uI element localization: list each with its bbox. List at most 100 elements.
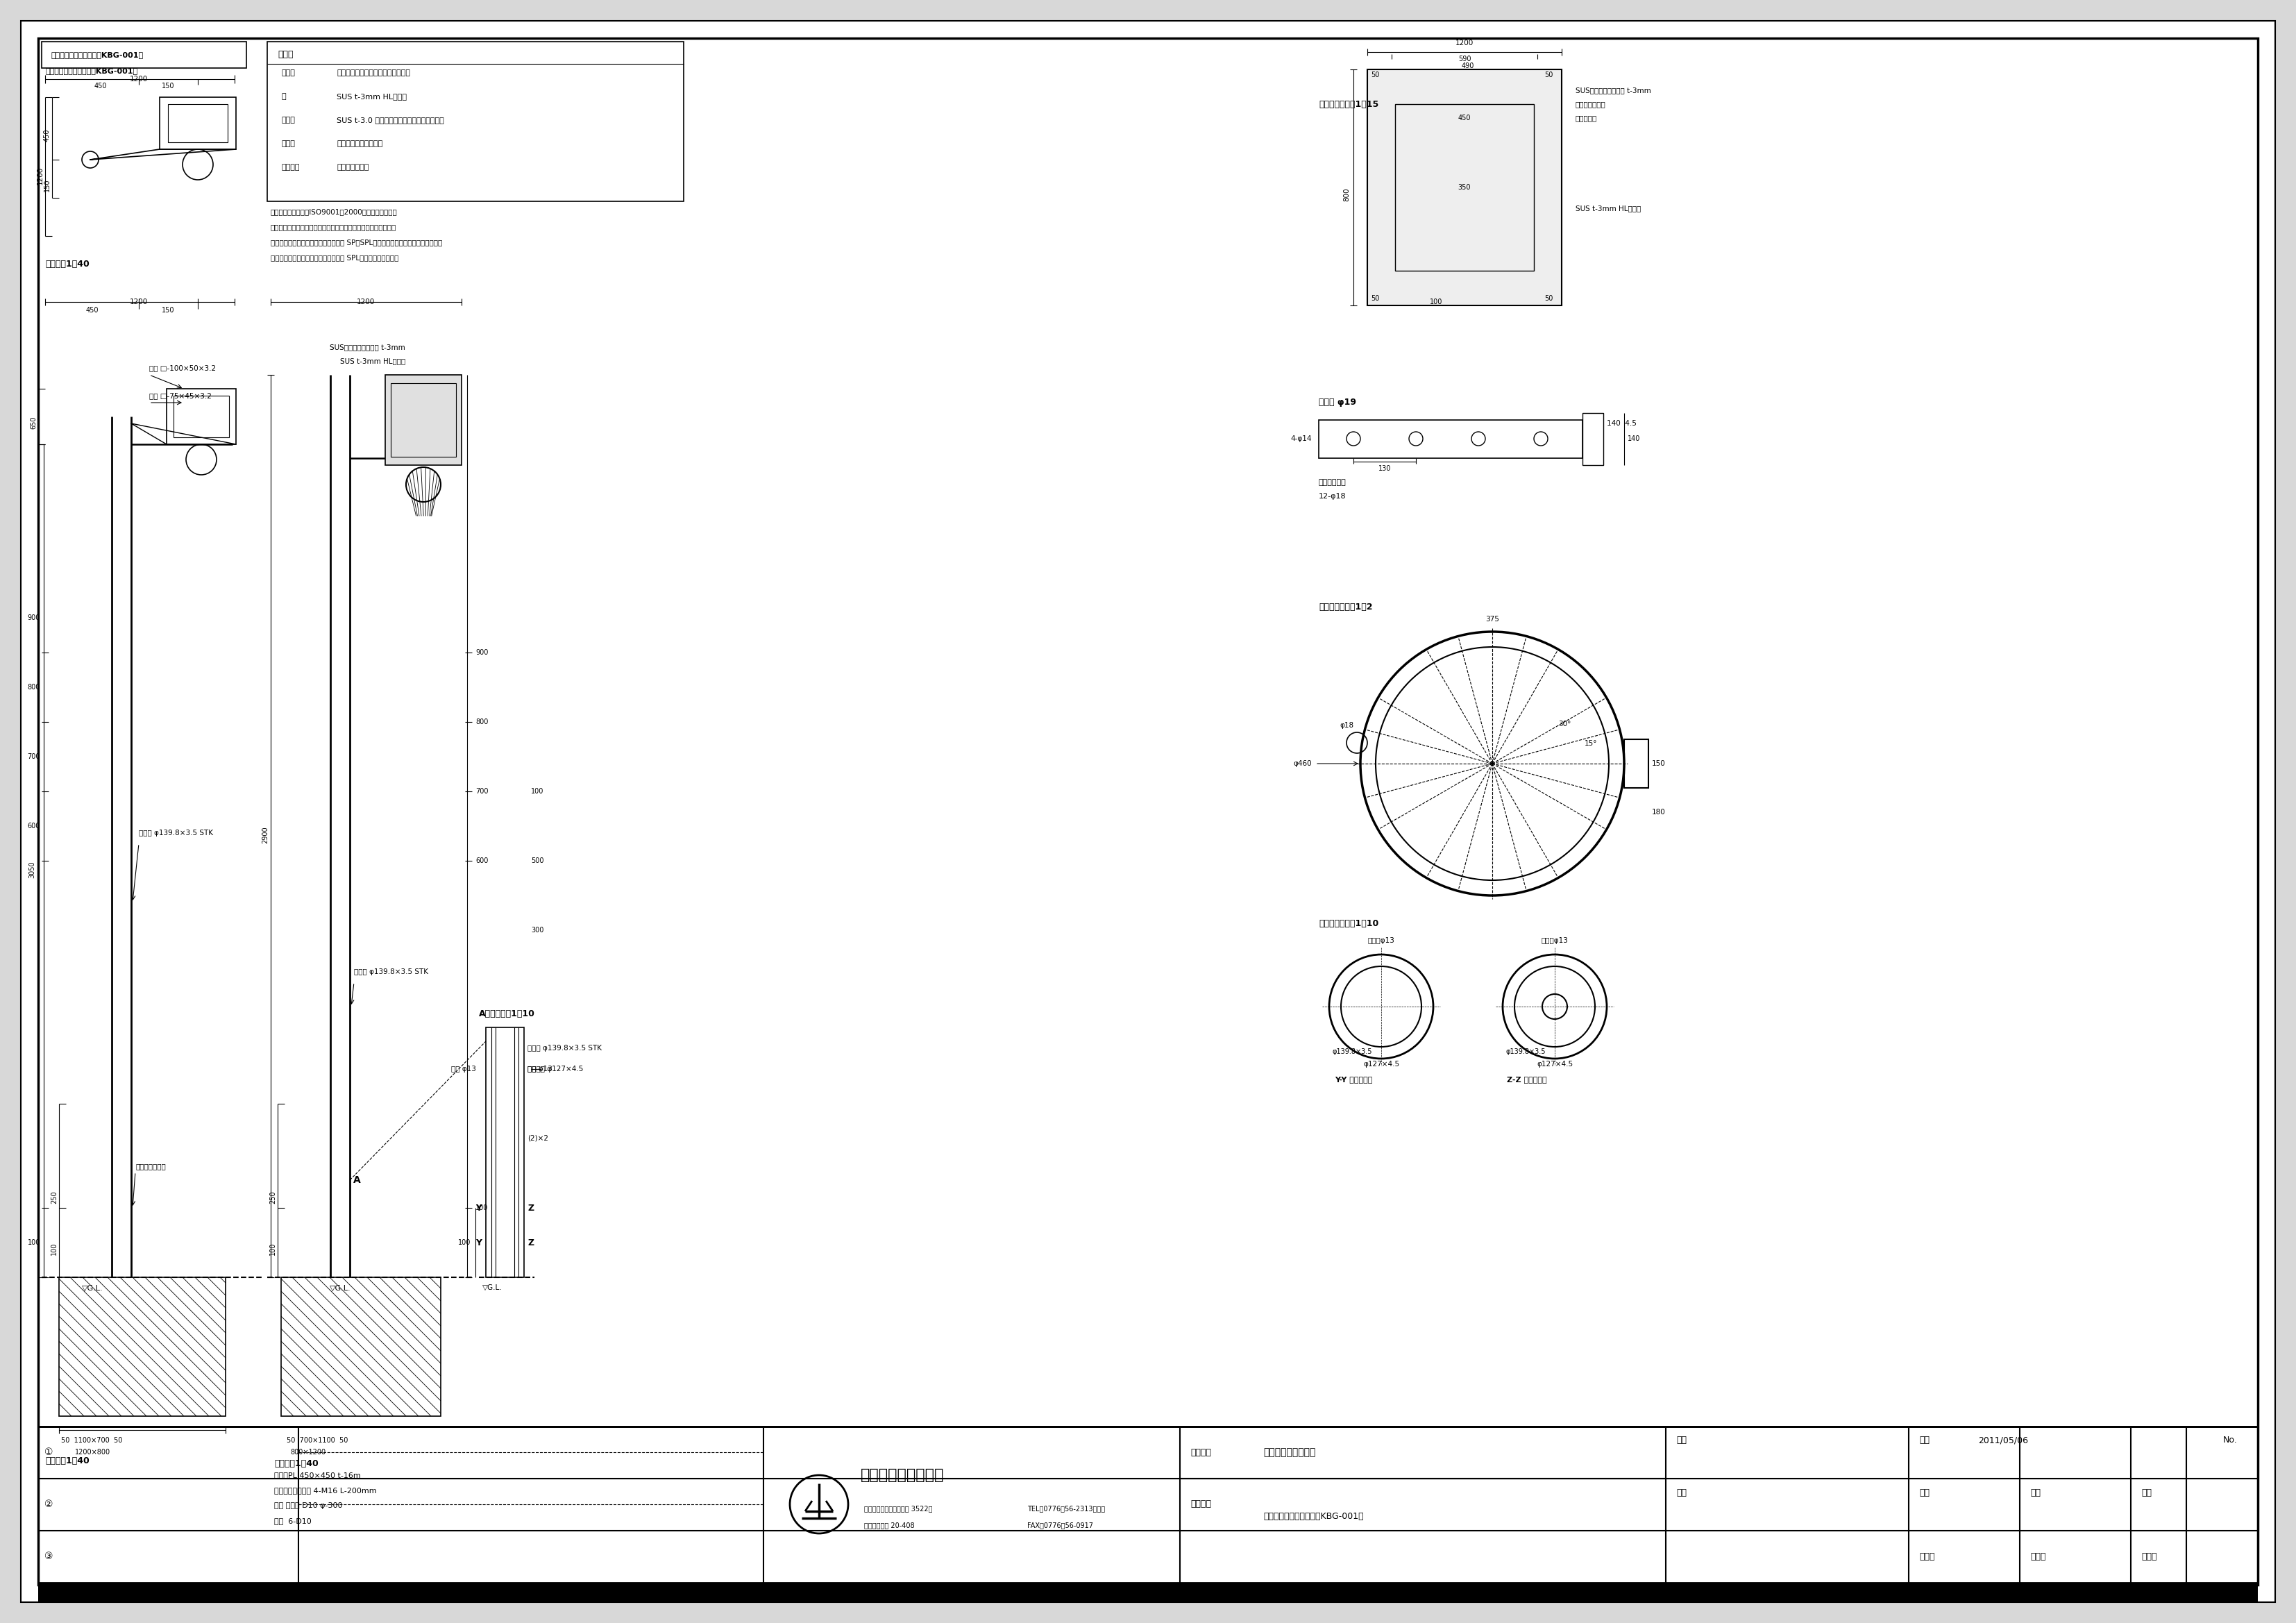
Text: 電気亜邉メッキ製品（塗装仕上げ）: 電気亜邉メッキ製品（塗装仕上げ） xyxy=(338,70,411,76)
Text: 福井県知事許可（般）第 3522号: 福井県知事許可（般）第 3522号 xyxy=(863,1505,932,1513)
Text: SUSパンチングメタル t-3mm: SUSパンチングメタル t-3mm xyxy=(1575,86,1651,94)
Text: 12-φ18: 12-φ18 xyxy=(1318,493,1345,500)
Text: 450: 450 xyxy=(94,83,108,89)
Text: 内部鋼管 φ127×4.5: 内部鋼管 φ127×4.5 xyxy=(528,1066,583,1073)
Text: Y: Y xyxy=(475,1203,482,1212)
Bar xyxy=(1582,412,1603,466)
Bar xyxy=(168,104,227,143)
Text: 上屋敷: 上屋敷 xyxy=(1919,1552,1936,1561)
Text: 本製品は、（社）日本公園施設業協会 SPLマークを表示する。: 本製品は、（社）日本公園施設業協会 SPLマークを表示する。 xyxy=(271,255,400,261)
Text: SUS t-3mm HL仕上げ: SUS t-3mm HL仕上げ xyxy=(340,357,406,365)
Text: 飾り部: 飾り部 xyxy=(280,117,294,123)
Text: 1200: 1200 xyxy=(129,299,147,305)
Text: 丸棒 φ13: 丸棒 φ13 xyxy=(450,1066,475,1073)
Text: No.: No. xyxy=(2223,1436,2239,1444)
Text: 100: 100 xyxy=(269,1243,276,1255)
Bar xyxy=(60,1277,225,1417)
Text: φ127×4.5: φ127×4.5 xyxy=(1536,1061,1573,1068)
Text: 150: 150 xyxy=(1651,760,1665,768)
Text: 2011/05/06: 2011/05/06 xyxy=(1979,1436,2027,1444)
Text: 1200: 1200 xyxy=(1456,39,1474,47)
Text: 鋼材 □-75×45×3.2: 鋼材 □-75×45×3.2 xyxy=(149,393,211,399)
Text: 500: 500 xyxy=(530,857,544,865)
Text: 縮尺: 縮尺 xyxy=(1676,1436,1688,1444)
Bar xyxy=(39,1582,2257,1602)
Text: φ127×4.5: φ127×4.5 xyxy=(1364,1061,1398,1068)
Text: 490: 490 xyxy=(1463,62,1474,70)
Text: 250: 250 xyxy=(51,1191,57,1203)
Bar xyxy=(386,375,461,466)
Text: 板: 板 xyxy=(280,93,285,101)
Text: 590: 590 xyxy=(1458,55,1472,62)
Text: Z-Z 矢視断面図: Z-Z 矢視断面図 xyxy=(1506,1076,1548,1083)
Text: φ139.8×3.5: φ139.8×3.5 xyxy=(1332,1048,1373,1055)
Text: 工事名称: 工事名称 xyxy=(1189,1448,1212,1457)
Text: 800: 800 xyxy=(28,683,41,691)
Text: 100: 100 xyxy=(475,1204,489,1211)
Text: 450: 450 xyxy=(44,128,51,141)
Bar xyxy=(41,42,246,68)
Text: φ139.8×3.5: φ139.8×3.5 xyxy=(1506,1048,1545,1055)
Text: SUS t-3mm HL仕上げ: SUS t-3mm HL仕上げ xyxy=(338,93,406,101)
Text: 700: 700 xyxy=(28,753,41,760)
Bar xyxy=(174,396,230,437)
Text: 正面図　1：40: 正面図 1：40 xyxy=(273,1459,319,1467)
Text: 600: 600 xyxy=(28,823,41,829)
Text: 平面図　1：40: 平面図 1：40 xyxy=(46,260,90,268)
Text: 1200: 1200 xyxy=(37,167,44,185)
Text: φ460: φ460 xyxy=(1293,760,1311,768)
Text: 600: 600 xyxy=(475,857,489,865)
Text: ネットリング: ネットリング xyxy=(1318,479,1345,485)
Text: （塗装仕上げ）: （塗装仕上げ） xyxy=(1575,101,1605,107)
Text: 50: 50 xyxy=(1545,295,1552,302)
Text: 1200: 1200 xyxy=(129,76,147,83)
Text: 250: 250 xyxy=(269,1191,276,1203)
Text: A: A xyxy=(354,1175,360,1185)
Bar xyxy=(168,390,236,445)
Text: 丸棒 φ13: 丸棒 φ13 xyxy=(528,1066,553,1073)
Text: 300: 300 xyxy=(530,927,544,933)
Text: 180: 180 xyxy=(1651,808,1665,816)
Text: 130: 130 xyxy=(1378,466,1391,472)
Text: 700: 700 xyxy=(475,787,489,795)
Text: 800: 800 xyxy=(475,719,489,725)
Text: ボルト類: ボルト類 xyxy=(280,164,298,170)
Text: 柱鋼管 φ139.8×3.5 STK: 柱鋼管 φ139.8×3.5 STK xyxy=(354,969,429,975)
Text: 50  1100×700  50: 50 1100×700 50 xyxy=(62,1436,122,1444)
Text: 375: 375 xyxy=(1486,615,1499,623)
Text: 承認: 承認 xyxy=(2142,1488,2151,1496)
Text: ケミカルアンカー 4-M16 L-200mm: ケミカルアンカー 4-M16 L-200mm xyxy=(273,1487,377,1493)
Text: ▽G.L.: ▽G.L. xyxy=(331,1284,351,1292)
Text: 4-φ14: 4-φ14 xyxy=(1290,435,1311,441)
Text: 防食テープ巻き: 防食テープ巻き xyxy=(135,1162,165,1170)
Text: 図示: 図示 xyxy=(1676,1488,1688,1496)
Text: 800×1200: 800×1200 xyxy=(289,1449,326,1456)
Text: 立面図　1：40: 立面図 1：40 xyxy=(46,1457,90,1466)
Text: 900: 900 xyxy=(28,615,41,622)
Text: ①: ① xyxy=(44,1448,53,1457)
Text: Y: Y xyxy=(475,1238,482,1246)
Text: 日付: 日付 xyxy=(1919,1436,1929,1444)
Text: －: － xyxy=(1263,1448,1316,1457)
Text: 上屋敷: 上屋敷 xyxy=(2030,1552,2046,1561)
Bar xyxy=(487,1027,523,1277)
Bar xyxy=(60,1277,225,1417)
Bar xyxy=(39,1427,2257,1582)
Text: 柱鋼管 φ139.8×3.5 STK: 柱鋼管 φ139.8×3.5 STK xyxy=(138,829,214,836)
Text: ベースPL 450×450 t-16m: ベースPL 450×450 t-16m xyxy=(273,1472,360,1479)
Text: リング φ19: リング φ19 xyxy=(1318,398,1357,407)
Text: 仕　様: 仕 様 xyxy=(278,50,294,58)
Text: 作図: 作図 xyxy=(1919,1488,1929,1496)
Text: 塗装仕上げ: 塗装仕上げ xyxy=(1575,115,1598,122)
Text: 650: 650 xyxy=(30,417,37,430)
Text: 900: 900 xyxy=(475,649,489,656)
Text: 塗　装: 塗 装 xyxy=(280,140,294,148)
Text: SUS t-3.0 パンチングメタル（塗装仕上げ）: SUS t-3.0 パンチングメタル（塗装仕上げ） xyxy=(338,117,443,123)
Text: 新　谷: 新 谷 xyxy=(2142,1552,2156,1561)
Text: ネットリング　1：2: ネットリング 1：2 xyxy=(1318,602,1373,612)
Text: ②: ② xyxy=(44,1500,53,1509)
Text: TEL（0776）56-2313（代）: TEL（0776）56-2313（代） xyxy=(1026,1505,1104,1513)
Text: 100: 100 xyxy=(530,787,544,795)
Text: 本製品は、（社）日本公園施設業協会責任保险加入製品とする。: 本製品は、（社）日本公園施設業協会責任保险加入製品とする。 xyxy=(271,224,397,230)
Text: 140: 140 xyxy=(1628,435,1639,441)
